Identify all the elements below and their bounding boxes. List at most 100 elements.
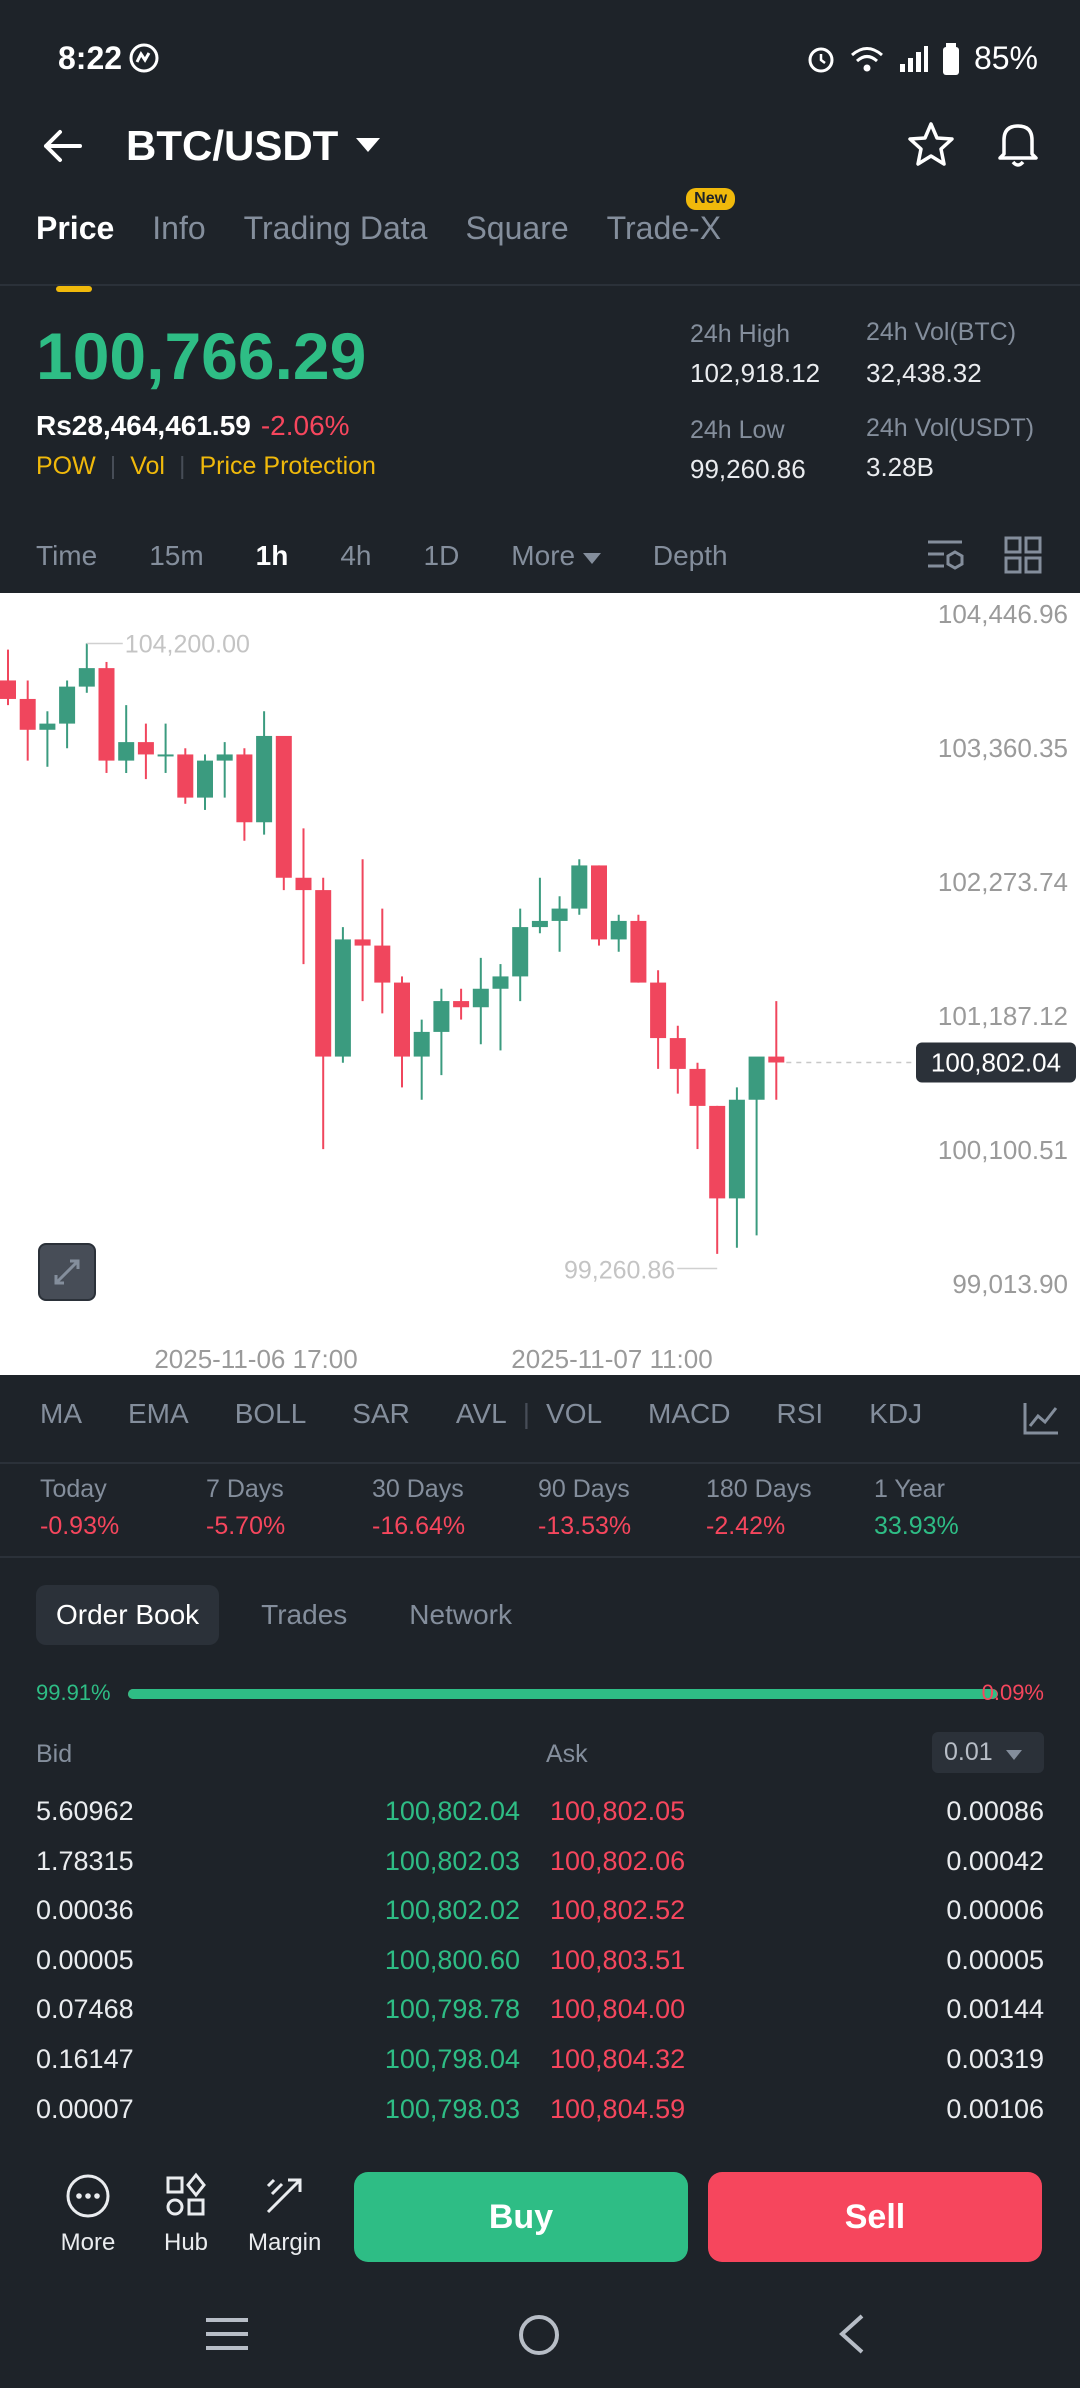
bid-qty: 0.07468 (36, 1994, 134, 2025)
bid-price: 100,802.04 (384, 1796, 520, 1826)
bid-price: 100,800.60 (384, 1944, 520, 1975)
recents-icon[interactable] (204, 2316, 250, 2352)
ratio-fill (128, 1689, 998, 1699)
hub-label: Hub (163, 2229, 209, 2256)
precision-caret-icon (1005, 1750, 1022, 1760)
change-label: 90 Days (538, 1475, 630, 1503)
ask-qty: 0.00006 (946, 1895, 1044, 1926)
expand-icon (54, 1259, 80, 1285)
order-book-row[interactable]: 5.60962 100,802.04 100,802.05 0.00086 (36, 1790, 1044, 1840)
battery-icon (942, 42, 959, 75)
status-bar: 8:22 85% (0, 0, 1080, 110)
tab-square[interactable]: Square (465, 210, 569, 246)
tf-1d[interactable]: 1D (423, 540, 460, 571)
low-marker-label: 99,260.86 (564, 1257, 675, 1285)
candlestick-chart[interactable]: 104,446.96 103,360.35 102,273.74 101,187.12… (0, 593, 1080, 1375)
candle-body (551, 908, 568, 921)
order-book-row[interactable]: 0.00036 100,802.02 100,802.52 0.00006 (36, 1889, 1044, 1939)
indicator-chart-icon[interactable] (1022, 1400, 1060, 1436)
candle-body (315, 890, 332, 1057)
fullscreen-button[interactable] (38, 1243, 96, 1301)
back-arrow-icon[interactable] (40, 124, 84, 168)
candle-body (197, 760, 213, 798)
bid-price: 100,798.03 (384, 2093, 520, 2124)
change-180d: 180 Days -2.42% (706, 1475, 812, 1541)
sell-button[interactable]: Sell (708, 2172, 1042, 2262)
tag-pow[interactable]: POW (36, 452, 96, 480)
candle-body (630, 920, 647, 983)
margin-button[interactable]: Margin (248, 2172, 322, 2257)
tf-time[interactable]: Time (36, 540, 98, 571)
ind-vol[interactable]: VOL (546, 1398, 603, 1429)
tab-info[interactable]: Info (152, 210, 206, 246)
tag-separator: | (109, 452, 117, 480)
order-book-row[interactable]: 0.00005 100,800.60 100,803.51 0.00005 (36, 1939, 1044, 1989)
candle-body (236, 754, 253, 823)
candle-body (394, 982, 410, 1057)
current-price-tag (916, 1042, 1076, 1083)
ind-sar[interactable]: SAR (352, 1398, 410, 1429)
order-book-row[interactable]: 0.00007 100,798.03 100,804.59 0.00106 (36, 2088, 1044, 2138)
back-nav-icon[interactable] (836, 2312, 866, 2356)
buy-button[interactable]: Buy (354, 2172, 688, 2262)
ind-ma[interactable]: MA (40, 1398, 82, 1429)
tab-price[interactable]: Price (36, 210, 114, 292)
home-icon[interactable] (516, 2312, 562, 2358)
precision-select[interactable]: 0.01 (932, 1732, 1044, 1773)
candle-body (472, 988, 489, 1008)
bid-price: 100,798.78 (384, 1994, 520, 2025)
bid-qty: 0.00036 (36, 1895, 134, 1926)
ask-qty: 0.00086 (946, 1796, 1044, 1826)
tab-trade-x[interactable]: Trade-X New (607, 188, 736, 280)
stat-vol-usdt-value: 3.28B (866, 452, 934, 482)
indicator-bar: MA EMA BOLL SAR AVL | VOL MACD RSI KDJ (40, 1398, 922, 1430)
favorite-star-icon[interactable] (906, 120, 956, 170)
indicator-divider (0, 1462, 1080, 1464)
ind-kdj[interactable]: KDJ (869, 1398, 923, 1429)
x-tick-label: 2025-11-07 11:00 (511, 1344, 712, 1374)
tf-more[interactable]: More (511, 540, 601, 572)
tf-1h[interactable]: 1h (255, 540, 289, 571)
bottom-actions: More Hub Margin Buy Sell (0, 2160, 1080, 2280)
stat-vol-btc-value: 32,438.32 (866, 358, 982, 388)
ind-boll[interactable]: BOLL (234, 1398, 307, 1429)
battery-percent: 85% (973, 40, 1038, 76)
tab-network[interactable]: Network (409, 1599, 512, 1630)
signal-icon (899, 45, 928, 72)
margin-label: Margin (248, 2229, 322, 2256)
chart-settings-icon[interactable] (926, 536, 966, 574)
ind-ema[interactable]: EMA (128, 1398, 189, 1429)
ask-price: 100,802.05 (550, 1796, 686, 1826)
candle-body (748, 1056, 765, 1100)
precision-value: 0.01 (944, 1738, 993, 1766)
tf-4h[interactable]: 4h (340, 540, 372, 571)
bid-qty: 0.00005 (36, 1944, 134, 1975)
ask-qty: 0.00144 (946, 1994, 1044, 2025)
layout-grid-icon[interactable] (1004, 536, 1042, 574)
pair-title[interactable]: BTC/USDT (126, 122, 339, 169)
ind-avl[interactable]: AVL (455, 1398, 507, 1429)
price-chart[interactable]: 104,446.96 103,360.35 102,273.74 101,187.12… (0, 593, 1080, 1375)
order-book: Bid Ask 0.01 5.60962 100,802.04 100,802.05… (36, 1732, 1044, 2138)
more-caret-icon (582, 553, 601, 564)
tf-15m[interactable]: 15m (149, 540, 204, 571)
tab-order-book[interactable]: Order Book (36, 1585, 220, 1645)
last-price: 100,766.29 (36, 319, 367, 393)
order-book-row[interactable]: 1.78315 100,802.03 100,802.06 0.00042 (36, 1840, 1044, 1890)
more-button[interactable]: More (52, 2172, 124, 2257)
order-book-row[interactable]: 0.07468 100,798.78 100,804.00 0.00144 (36, 1988, 1044, 2038)
bell-icon[interactable] (994, 118, 1042, 170)
ind-macd[interactable]: MACD (648, 1398, 731, 1429)
order-book-row[interactable]: 0.16147 100,798.04 100,804.32 0.00319 (36, 2038, 1044, 2088)
tab-trades[interactable]: Trades (261, 1599, 348, 1630)
bid-price: 100,798.04 (384, 2043, 520, 2074)
tag-vol[interactable]: Vol (130, 452, 165, 480)
tab-trading-data[interactable]: Trading Data (243, 210, 428, 246)
more-label: More (60, 2229, 116, 2256)
hub-button[interactable]: Hub (150, 2172, 222, 2257)
x-tick-label: 2025-11-06 17:00 (154, 1344, 357, 1374)
tag-price-protection[interactable]: Price Protection (199, 452, 376, 480)
ind-rsi[interactable]: RSI (776, 1398, 824, 1429)
tf-depth[interactable]: Depth (652, 540, 728, 571)
pair-dropdown-icon[interactable] (356, 138, 380, 154)
